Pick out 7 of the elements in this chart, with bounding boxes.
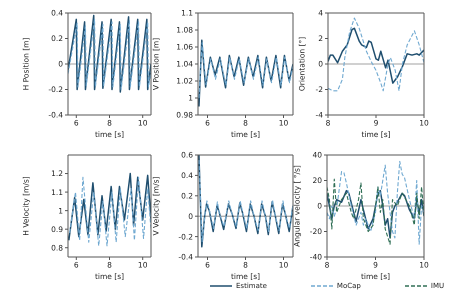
line-series [327, 178, 424, 245]
line-series [198, 39, 293, 108]
line-series [328, 18, 424, 92]
line-series [327, 160, 424, 245]
line-series [327, 190, 424, 239]
line-series [198, 42, 293, 99]
line-series [328, 28, 424, 84]
